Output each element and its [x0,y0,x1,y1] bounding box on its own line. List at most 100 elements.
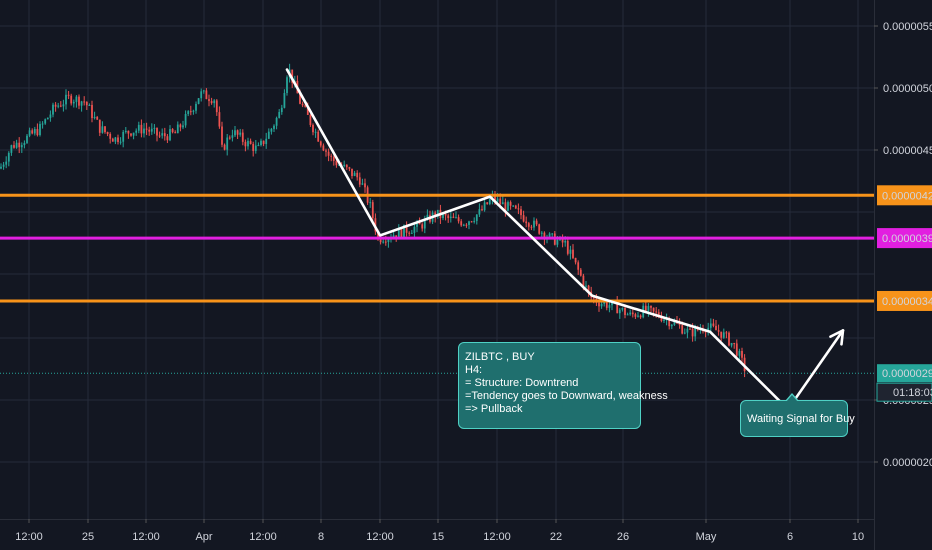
candle [561,234,564,248]
candle [733,342,736,349]
candle [265,132,268,149]
candle-body [720,331,723,338]
candle-body [663,319,665,321]
candle-body [650,305,652,308]
candle-body [195,103,197,111]
time-axis[interactable]: 12:00 25 12:00 Apr 12:00 8 12:00 15 12:00 22 26 May… [0,519,874,543]
candle [187,110,190,117]
candle-body [20,145,23,148]
candle-body [468,221,470,225]
candle-body [621,308,624,310]
candle-body [569,249,572,254]
candle-body [2,164,5,167]
time-tick-label-2: 12:00 [132,531,160,543]
candle-body [733,342,736,344]
candle [514,204,517,210]
time-tick-label-3: Apr [195,531,212,543]
candle-body [608,305,611,308]
candle-body [93,116,96,119]
candle [473,217,476,224]
candle [26,134,28,144]
candle-body [241,132,244,142]
candle-body [179,124,182,128]
candle-body [213,100,216,104]
trend-line[interactable] [285,68,790,411]
candle [621,307,624,312]
candle [52,102,54,118]
candle-body [309,114,312,125]
level-price-badge-0[interactable] [877,185,932,206]
candle-body [36,129,39,136]
candle [41,121,44,129]
candle-body [741,351,743,358]
countdown-badge [876,382,932,402]
candle [683,328,686,335]
candle-body [304,105,307,107]
candle [252,141,255,157]
candle-body [660,316,663,321]
candle-body [509,202,512,206]
candle [525,216,528,228]
candle-body [538,224,541,234]
candle-body [488,199,491,205]
candle-body [130,133,132,136]
candle-body [150,128,153,132]
candle-body [239,132,242,135]
last-price-badge[interactable] [877,364,932,383]
candle [309,114,312,127]
analysis-line-5: => Pullback [465,403,523,415]
candle-body [540,232,543,234]
analysis-line-3: = Structure: Downtrend [465,377,579,389]
candle-body [158,135,161,137]
candle-body [166,136,169,141]
candle-body [174,132,177,134]
candle-body [369,202,372,204]
candle [475,214,478,225]
candle [345,164,348,170]
signal-callout[interactable]: Waiting Signal for Buy [740,393,855,437]
candle-body [286,77,288,93]
target-arrow-head[interactable] [829,329,845,346]
candle-body [319,141,322,146]
candle [231,129,234,142]
candle-body [423,219,426,229]
candle-body [525,221,528,224]
candle [717,324,720,336]
price-axis[interactable]: 0.000005500.000005000.000004500.00000250… [874,0,932,550]
candle-body [208,99,210,102]
countdown-label: 01:18:03 [893,387,932,399]
candle [626,312,629,316]
candle-body [452,216,455,218]
level-price-badge-1[interactable] [877,228,932,249]
candle-body [670,324,673,327]
candle-body [72,101,75,104]
candle [260,138,262,147]
horizontal-levels[interactable] [0,193,874,374]
candle-body [618,309,621,314]
candle-body [143,128,145,134]
candle-body [686,328,689,333]
candle [179,123,182,132]
candle [579,267,582,277]
candle-body [234,130,236,136]
candle [156,127,158,142]
candle-body [465,224,468,226]
candle [88,103,91,107]
candle [709,318,712,334]
candle-body [127,130,130,134]
candle-body [574,257,577,263]
candle-body [637,315,639,317]
level-price-badge-2[interactable] [877,290,932,311]
candle-body [592,297,595,299]
candle-body [236,130,239,135]
candle-body [598,302,600,307]
candle [122,129,125,148]
analysis-line-4: =Tendency goes to Downward, weakness [465,390,668,402]
candle-body [54,104,57,107]
time-tick-label-11: May [696,531,717,543]
candle-body [382,241,385,243]
candle [223,143,226,151]
candle [325,148,327,157]
analysis-note[interactable]: ZILBTC , BUY H4: = Structure: Downtrend … [458,342,668,429]
